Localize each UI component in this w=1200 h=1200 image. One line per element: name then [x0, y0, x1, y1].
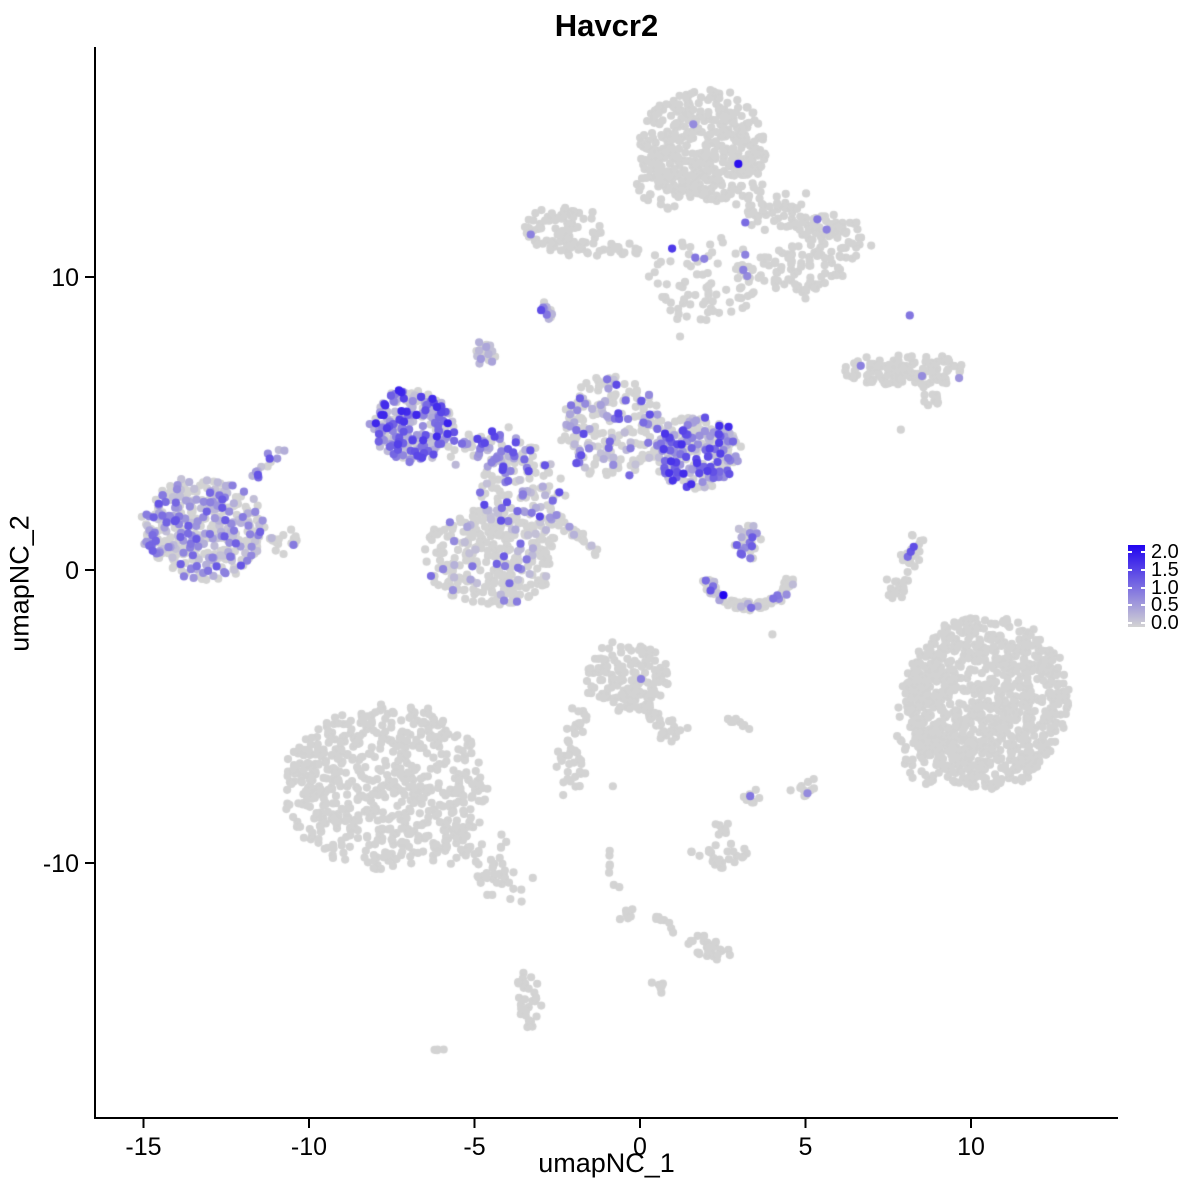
x-tick-label: -15 — [125, 1133, 161, 1161]
legend-tick-label: 0.5 — [1151, 594, 1179, 617]
axis-ticks: -15 -10 -5 0 5 10 -10 0 10 — [43, 264, 985, 1161]
x-axis-label: umapNC_1 — [538, 1148, 675, 1178]
legend-colorbar — [1128, 545, 1145, 627]
y-tick-label: 0 — [65, 557, 79, 585]
legend-tick-mark — [1128, 604, 1132, 607]
y-axis-label: umapNC_2 — [4, 515, 35, 652]
legend-tick-mark — [1128, 586, 1132, 589]
expression-legend: 2.0 1.5 1.0 0.5 0.0 — [1128, 541, 1198, 633]
x-tick-label: 5 — [799, 1133, 813, 1161]
x-tick-label: 10 — [957, 1133, 985, 1161]
legend-tick-label: 0.0 — [1151, 612, 1179, 634]
y-tick-label: -10 — [43, 850, 79, 878]
legend-tick-mark — [1141, 586, 1145, 589]
plot-title: Havcr2 — [554, 8, 659, 43]
legend-tick-mark — [1141, 551, 1145, 553]
x-tick-label: 0 — [633, 1133, 647, 1161]
legend-tick-label: 1.5 — [1151, 558, 1179, 581]
legend-tick-label: 2.0 — [1151, 541, 1179, 563]
y-tick-label: 10 — [51, 264, 79, 292]
legend-tick-mark — [1141, 568, 1145, 571]
x-tick-label: -10 — [291, 1133, 327, 1161]
legend-tick-mark — [1141, 622, 1145, 624]
x-tick-label: -5 — [463, 1133, 485, 1161]
legend-tick-mark — [1128, 551, 1132, 553]
legend-tick-mark — [1128, 622, 1132, 624]
legend-tick-label: 1.0 — [1151, 576, 1179, 599]
legend-tick-mark — [1141, 604, 1145, 607]
legend-tick-mark — [1128, 568, 1132, 571]
